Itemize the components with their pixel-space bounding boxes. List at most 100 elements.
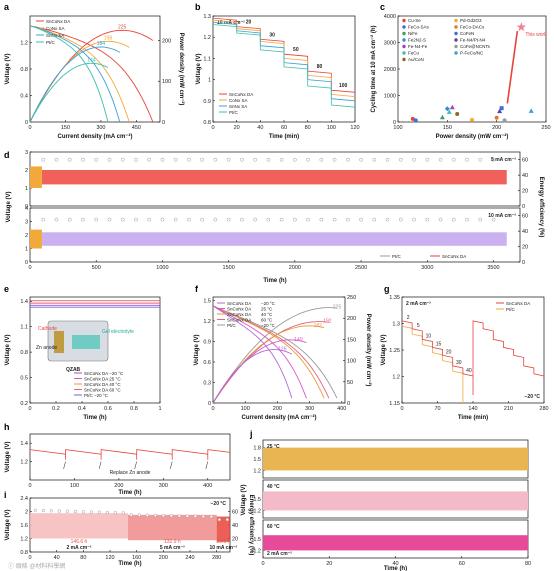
efficiency-point	[412, 217, 416, 222]
x-tick-label: 0	[28, 406, 31, 412]
legend-marker	[402, 25, 406, 29]
y2-tick-label: 150	[347, 337, 356, 343]
step-label: 2	[407, 315, 410, 321]
y-tick-label: 0.8	[203, 120, 211, 126]
efficiency-point	[105, 510, 109, 515]
y-tick-label: 2000	[384, 67, 396, 73]
power-curve	[212, 339, 307, 404]
y-tick-label: 1.2	[203, 35, 211, 41]
voltage-band	[216, 516, 230, 542]
x-tick-label: 400	[337, 406, 346, 412]
data-point	[446, 109, 452, 114]
y2-tick-label: 0	[522, 260, 525, 266]
sncon-curve	[401, 320, 545, 395]
data-point	[470, 117, 474, 122]
segment-current: 10 mA cm⁻²	[209, 545, 237, 551]
x-tick-label: 2000	[289, 265, 301, 271]
y-tick-label: 1.6	[20, 523, 28, 529]
y2-axis-label: Energy efficiency (%)	[538, 177, 544, 238]
y-tick-label: 0	[25, 120, 28, 126]
inset-label: Zn anode	[36, 345, 57, 351]
legend-entry: CoFeN	[460, 31, 474, 36]
x-tick-label: 100	[393, 125, 402, 131]
replace-arrow	[205, 461, 209, 470]
x-tick-label: 0	[211, 406, 214, 412]
panel-a: a 0 150 300 450 0 0.4 0.8 1.2 0 100 200 Current dens…	[4, 2, 185, 140]
x-tick-label: 80	[305, 125, 311, 131]
pt-c-curve	[401, 325, 464, 403]
efficiency-point	[253, 217, 257, 222]
y2-tick-label: 0	[347, 401, 350, 407]
efficiency-point	[385, 217, 390, 222]
legend-marker	[402, 38, 406, 42]
voltage-curve	[212, 305, 325, 399]
legend-entry: FeCo-DACs	[460, 25, 485, 30]
efficiency-point	[200, 157, 205, 162]
efficiency-point	[293, 217, 297, 222]
efficiency-point	[306, 157, 310, 162]
panel-f: f0 100 200 300 40000.30.60.91.21.50501001502…	[194, 284, 372, 421]
temperature-label: 40 °C	[267, 484, 280, 490]
y-tick-label: 1.8	[253, 446, 261, 452]
efficiency-point	[185, 514, 189, 518]
x-tick-label: 210	[504, 406, 513, 412]
segment-duration: 132.9 h	[164, 539, 181, 545]
inset-label: Cathode	[38, 326, 57, 332]
efficiency-point	[120, 157, 125, 162]
data-point	[502, 118, 507, 123]
power-curve	[29, 62, 109, 123]
legend-temp: 25 °C	[261, 307, 273, 312]
replace-arrow	[98, 461, 102, 470]
efficiency-point	[54, 157, 59, 162]
y2-tick-label: 200	[162, 38, 171, 44]
data-point	[499, 106, 504, 111]
legend-entry: SnCoNx DA	[46, 19, 70, 24]
efficiency-point	[465, 217, 469, 222]
panel-label: e	[4, 284, 9, 294]
y2-tick-label: 0	[162, 120, 165, 126]
plot-frame	[29, 296, 161, 404]
panel-j: j 1.2 1.5 1.8 25 °C 1.2 1.5 40 °C 1.2 1.5 60 °C 2 m…	[241, 429, 531, 571]
peak-power-label: 182	[314, 323, 323, 329]
watermark-text: ⓒ 頭條 @材料科學網	[8, 562, 65, 570]
y-tick-label: 1.4	[20, 441, 28, 447]
panel-label: a	[4, 2, 10, 12]
y-axis-label: Voltage (V)	[241, 485, 247, 516]
panel-h: h 0 100 200 300 400 1.2 1.4 Time (h) Voltage (V) R…	[4, 422, 231, 496]
panel-label: b	[195, 2, 201, 12]
data-point-this-work	[516, 22, 527, 32]
y-tick-label: 1	[25, 186, 28, 192]
legend-marker	[454, 38, 458, 42]
y-tick-label: 1.35	[389, 295, 400, 301]
data-point	[449, 104, 455, 110]
legend-temp: 40 °C	[261, 312, 273, 317]
step-label: 15	[436, 341, 442, 347]
y-tick-label: 0.9	[203, 339, 211, 345]
legend-entry: SnCoNx DA −20 °C	[84, 371, 124, 376]
legend-marker	[454, 31, 458, 36]
x-tick-label: 250	[541, 125, 550, 131]
y-tick-label: 1	[25, 247, 28, 253]
segment-current: 5 mA cm⁻²	[160, 545, 185, 551]
legend-marker	[402, 51, 406, 55]
voltage-curve	[29, 25, 121, 123]
efficiency-point	[240, 157, 244, 162]
y2-tick-label: 100	[347, 359, 356, 365]
legend-entry: Pt/C	[46, 40, 56, 45]
x-tick-label: 300	[159, 483, 168, 489]
temperature-label: 60 °C	[267, 524, 280, 530]
efficiency-point	[345, 217, 350, 222]
replace-arrow	[134, 461, 137, 470]
x-tick-label: 2500	[355, 265, 367, 271]
efficiency-point	[147, 217, 152, 222]
x-tick-label: 450	[132, 125, 141, 131]
x-tick-label: 20	[234, 125, 240, 131]
y-tick-label: 0.8	[20, 67, 28, 73]
data-point	[439, 114, 445, 120]
legend-entry: FeCu	[408, 51, 420, 56]
data-point	[528, 108, 534, 113]
x-tick-label: 120	[105, 555, 114, 561]
x-tick-label: 400	[203, 483, 212, 489]
x-axis-label: Time (h)	[118, 561, 141, 567]
